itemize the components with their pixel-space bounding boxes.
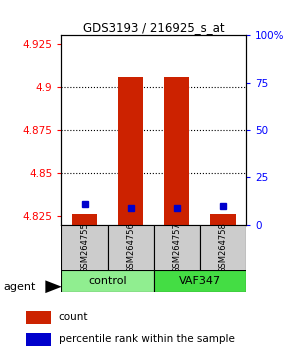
- Bar: [210, 213, 236, 225]
- Bar: [72, 213, 97, 225]
- Text: VAF347: VAF347: [179, 276, 221, 286]
- Text: control: control: [88, 276, 127, 286]
- Text: agent: agent: [3, 282, 35, 292]
- Title: GDS3193 / 216925_s_at: GDS3193 / 216925_s_at: [83, 21, 225, 34]
- Bar: [164, 77, 190, 225]
- Bar: [61, 225, 108, 271]
- Bar: [154, 225, 200, 271]
- Text: GSM264755: GSM264755: [80, 222, 89, 273]
- Text: percentile rank within the sample: percentile rank within the sample: [59, 335, 235, 344]
- Bar: [61, 270, 154, 292]
- Text: GSM264756: GSM264756: [126, 222, 135, 273]
- Text: GSM264757: GSM264757: [172, 222, 181, 273]
- Bar: [108, 225, 154, 271]
- Bar: [26, 333, 51, 346]
- Bar: [26, 311, 51, 324]
- Polygon shape: [45, 280, 62, 293]
- Bar: [154, 270, 246, 292]
- Bar: [118, 77, 143, 225]
- Text: count: count: [59, 312, 88, 322]
- Bar: [200, 225, 246, 271]
- Text: GSM264758: GSM264758: [218, 222, 227, 273]
